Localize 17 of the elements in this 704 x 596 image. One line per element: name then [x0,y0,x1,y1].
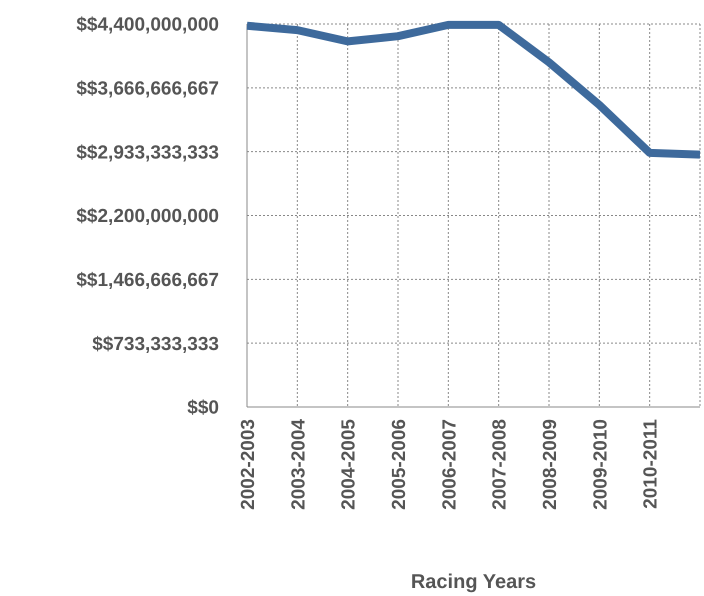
x-tick-label: 2010-2011 [640,418,662,509]
y-tick-label: $$2,200,000,000 [76,206,219,228]
x-tick-label: 2004-2005 [338,418,360,510]
y-tick-label: $$733,333,333 [92,334,219,355]
y-tick-label: $$3,666,666,667 [76,78,219,100]
y-tick-label: $$4,400,000,000 [76,14,219,36]
x-tick-label: 2007-2008 [490,419,511,510]
x-tick-label: 2003-2004 [288,418,310,510]
x-tick-label: 2006-2007 [439,419,460,510]
y-tick-label: $$1,466,666,667 [76,270,219,291]
x-tick-label: 2005-2006 [389,419,410,510]
y-tick-label: $$0 [187,398,219,419]
x-tick-label: 2009-2010 [590,419,612,510]
x-axis-title: Racing Years [410,571,536,593]
y-tick-label: $$2,933,333,333 [76,142,219,164]
x-tick-label: 2008-2009 [540,419,561,510]
x-tick-label: 2002-2003 [238,419,259,510]
